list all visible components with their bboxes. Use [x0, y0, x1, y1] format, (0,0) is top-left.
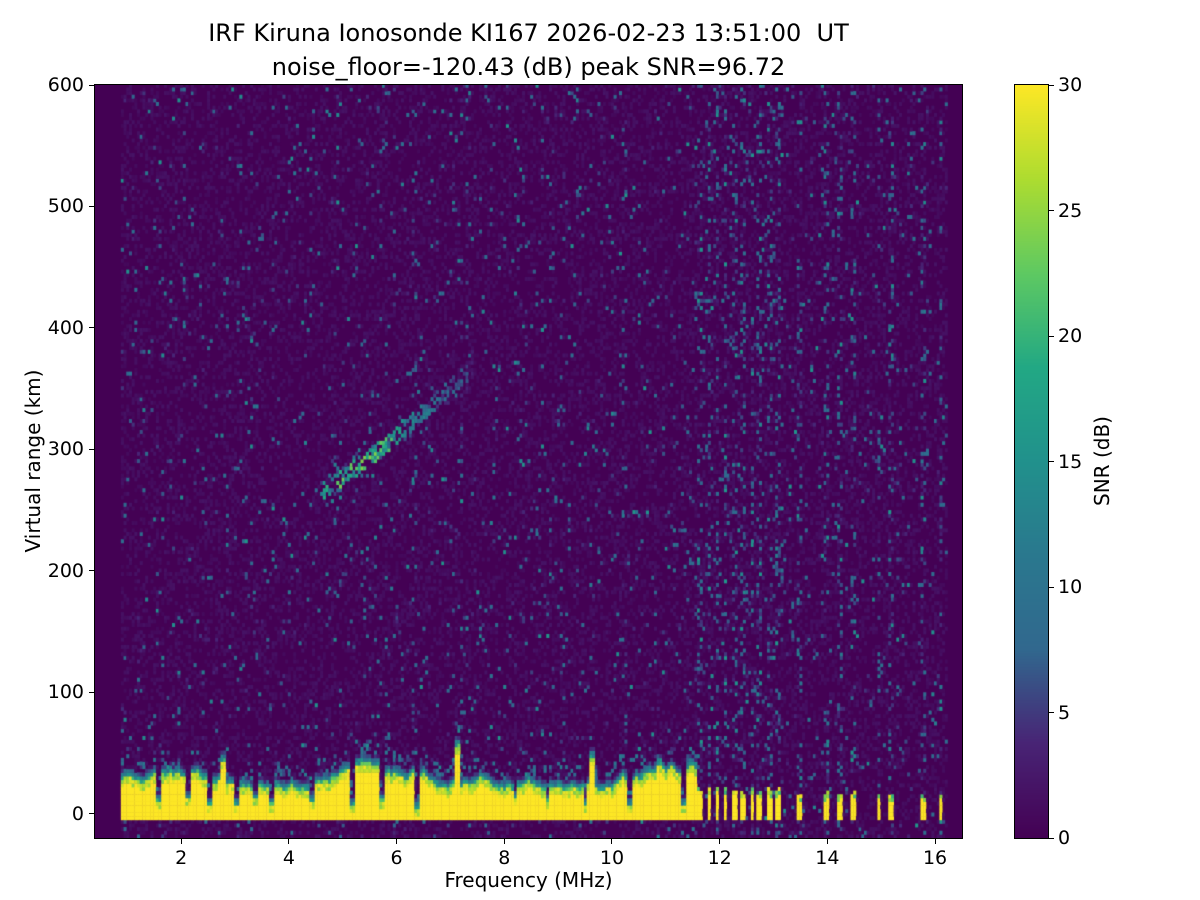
y-tick-label: 500 — [47, 195, 84, 218]
x-tick-label: 8 — [498, 847, 511, 869]
x-tick-mark — [396, 838, 398, 844]
y-tick-label: 200 — [47, 559, 84, 582]
colorbar-tick-mark — [1048, 210, 1054, 211]
x-tick-mark — [934, 838, 936, 844]
y-tick-mark — [89, 691, 95, 693]
colorbar-label: SNR (dB) — [1090, 416, 1114, 506]
x-tick-label: 6 — [390, 847, 403, 869]
colorbar-tick-mark — [1048, 335, 1054, 337]
colorbar-tick-mark — [1048, 84, 1054, 86]
y-tick-mark — [89, 813, 95, 815]
colorbar-gradient — [1015, 85, 1048, 838]
colorbar-tick-mark — [1048, 712, 1054, 713]
colorbar-tick-label: 20 — [1058, 325, 1083, 347]
chart-title: IRF Kiruna Ionosonde KI167 2026-02-23 13… — [95, 16, 962, 84]
x-tick-mark — [180, 838, 182, 844]
x-tick-mark — [719, 838, 721, 844]
colorbar-tick-mark — [1048, 837, 1054, 839]
x-tick-label: 14 — [815, 847, 840, 869]
y-tick-label: 100 — [47, 681, 84, 704]
x-tick-mark — [288, 838, 290, 844]
x-tick-label: 12 — [707, 847, 732, 869]
ionogram-heatmap — [95, 85, 962, 838]
chart-title-line1: IRF Kiruna Ionosonde KI167 2026-02-23 13… — [208, 19, 849, 47]
x-tick-label: 2 — [175, 847, 188, 869]
colorbar-tick-label: 10 — [1058, 576, 1083, 598]
y-tick-label: 300 — [47, 438, 84, 461]
x-tick-label: 16 — [922, 847, 948, 869]
colorbar-tick-label: 30 — [1058, 74, 1083, 96]
x-tick-mark — [826, 838, 828, 844]
y-tick-label: 0 — [71, 802, 84, 825]
colorbar-tick-label: 5 — [1058, 701, 1071, 724]
y-tick-mark — [89, 448, 95, 450]
y-tick-label: 400 — [47, 316, 84, 339]
y-axis-label: Virtual range (km) — [21, 369, 45, 553]
colorbar-tick-mark — [1048, 461, 1054, 462]
y-tick-mark — [89, 570, 95, 572]
colorbar-tick-label: 15 — [1058, 450, 1083, 473]
x-axis-label: Frequency (MHz) — [444, 868, 613, 892]
y-tick-label: 600 — [47, 74, 84, 96]
colorbar-tick-label: 25 — [1058, 199, 1083, 222]
x-tick-label: 4 — [282, 847, 295, 869]
chart-title-line2: noise_floor=-120.43 (dB) peak SNR=96.72 — [271, 53, 786, 81]
x-tick-label: 10 — [599, 847, 625, 869]
y-tick-mark — [89, 84, 95, 86]
x-tick-mark — [503, 838, 505, 844]
colorbar-tick-label: 0 — [1058, 827, 1071, 849]
y-tick-mark — [89, 205, 95, 207]
colorbar-tick-mark — [1048, 586, 1054, 588]
y-tick-mark — [89, 327, 95, 329]
x-tick-mark — [611, 838, 613, 844]
